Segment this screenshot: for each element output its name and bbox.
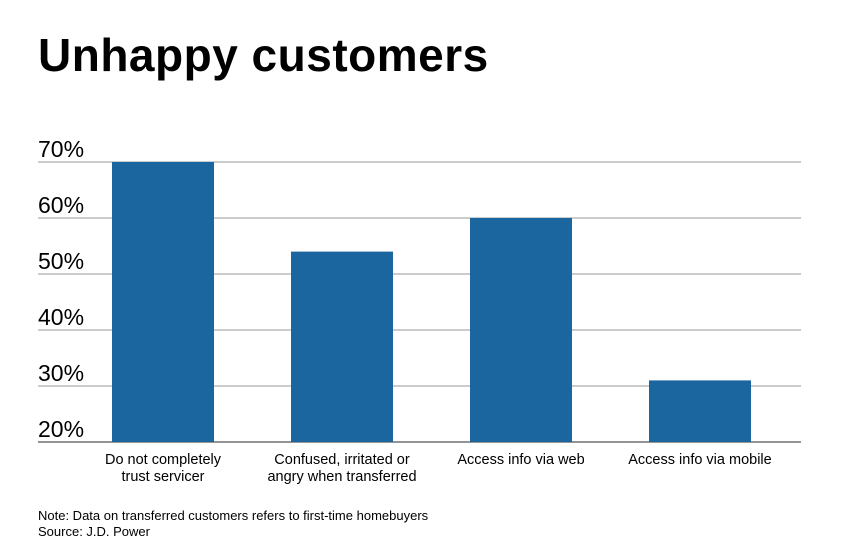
bar	[470, 218, 572, 442]
category-label: Access info via web	[457, 452, 584, 468]
bar-chart: 20% 30% 40% 50% 60% 70% Do not completely trus…	[38, 136, 801, 485]
category-label: Do not completely trust servicer	[105, 452, 222, 485]
category-label: Confused, irritated or angry when transfe…	[267, 452, 416, 485]
x-axis-category-labels: Do not completely trust servicer Confused,…	[105, 452, 772, 485]
y-tick-label: 70%	[38, 136, 84, 162]
category-label-line: angry when transferred	[267, 469, 416, 485]
bar	[112, 162, 214, 442]
category-label-line: Access info via mobile	[628, 452, 771, 468]
footnote: Note: Data on transferred customers refe…	[38, 508, 429, 523]
y-tick-label: 40%	[38, 304, 84, 330]
bars	[112, 162, 751, 442]
source-note: Source: J.D. Power	[38, 524, 150, 539]
y-tick-label: 20%	[38, 416, 84, 442]
chart-title: Unhappy customers	[38, 29, 489, 81]
y-tick-label: 60%	[38, 192, 84, 218]
category-label: Access info via mobile	[628, 452, 771, 468]
y-tick-label: 30%	[38, 360, 84, 386]
y-axis-tick-labels: 20% 30% 40% 50% 60% 70%	[38, 136, 84, 442]
category-label-line: Do not completely	[105, 452, 222, 468]
category-label-line: Confused, irritated or	[274, 452, 410, 468]
y-tick-label: 50%	[38, 248, 84, 274]
bar	[291, 251, 393, 442]
category-label-line: Access info via web	[457, 452, 584, 468]
bar	[649, 380, 751, 442]
category-label-line: trust servicer	[122, 469, 205, 485]
